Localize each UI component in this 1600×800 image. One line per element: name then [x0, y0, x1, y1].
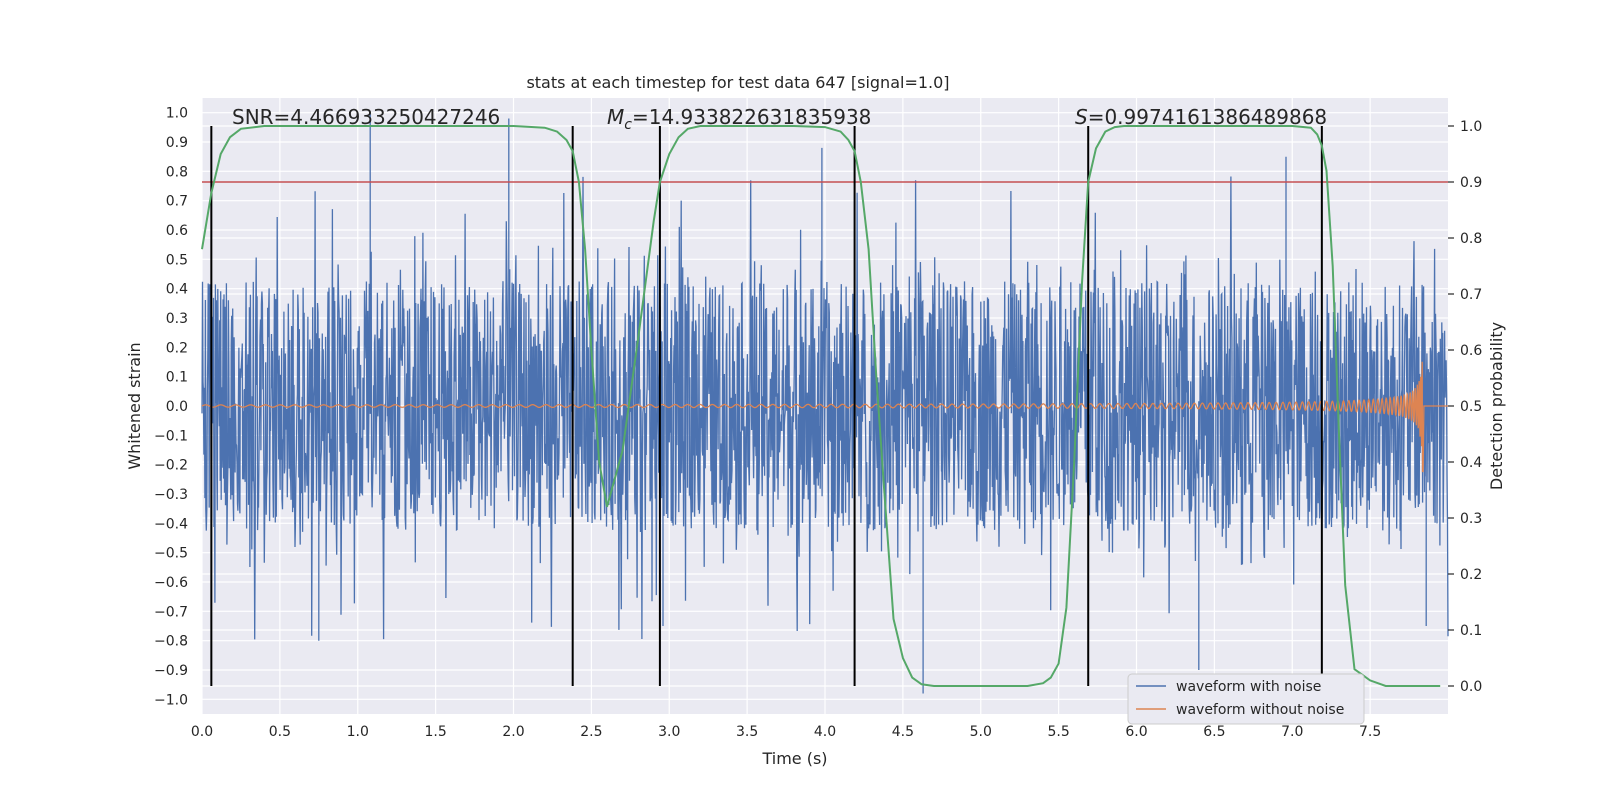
- left-y-tick-label-8: 0.2: [166, 340, 188, 356]
- x-tick-label-5: 2.5: [580, 724, 602, 740]
- x-tick-label-0: 0.0: [191, 724, 213, 740]
- right-y-tick-label-9: 0.1: [1460, 623, 1482, 639]
- left-y-tick-label-15: −0.5: [154, 546, 188, 562]
- series-waveform-without-noise: [201, 361, 1448, 473]
- snr-annotation: SNR=4.466933250427246: [232, 105, 500, 129]
- x-tick-label-11: 5.5: [1047, 724, 1069, 740]
- left-y-tick-label-0: 1.0: [166, 106, 188, 122]
- left-y-tick-label-3: 0.7: [166, 194, 188, 210]
- s-value: =0.9974161386489868: [1088, 105, 1327, 129]
- x-tick-label-8: 4.0: [814, 724, 836, 740]
- chirp-mass-annotation: Mc=14.933822631835938: [607, 105, 871, 133]
- right-y-tick-label-6: 0.4: [1460, 455, 1482, 471]
- left-y-tick-label-18: −0.8: [154, 634, 188, 650]
- x-tick-label-6: 3.0: [658, 724, 680, 740]
- x-tick-label-3: 1.5: [424, 724, 446, 740]
- chirp-mass-value: =14.933822631835938: [632, 105, 871, 129]
- left-y-tick-label-7: 0.3: [166, 311, 188, 327]
- left-y-tick-label-12: −0.2: [154, 458, 188, 474]
- waveform-with-noise-line: [201, 112, 1449, 694]
- left-y-tick-label-4: 0.6: [166, 223, 188, 239]
- right-y-tick-label-0: 1.0: [1460, 119, 1482, 135]
- chart-title: stats at each timestep for test data 647…: [526, 73, 949, 92]
- left-y-tick-label-20: −1.0: [154, 692, 188, 708]
- chirp-mass-subscript: c: [624, 117, 632, 133]
- x-tick-label-12: 6.0: [1125, 724, 1147, 740]
- legend-label-waveform-without-noise: waveform without noise: [1176, 702, 1344, 718]
- s-annotation: S=0.9974161386489868: [1075, 105, 1327, 129]
- right-y-tick-label-8: 0.2: [1460, 567, 1482, 583]
- left-y-tick-label-5: 0.5: [166, 252, 188, 268]
- left-y-tick-label-19: −0.9: [154, 663, 188, 679]
- x-tick-label-14: 7.0: [1281, 724, 1303, 740]
- left-y-tick-label-2: 0.8: [166, 164, 188, 180]
- right-y-axis-label: Detection probability: [1487, 322, 1506, 490]
- left-y-tick-label-10: 0.0: [166, 399, 188, 415]
- x-tick-label-7: 3.5: [736, 724, 758, 740]
- x-axis-label: Time (s): [761, 749, 827, 768]
- x-axis-ticks: 0.0 0.5 1.0 1.5 2.0 2.5 3.0 3.5 4.0 4.5 5.0 5.5 6.0 6…: [191, 724, 1381, 740]
- left-y-tick-label-1: 0.9: [166, 135, 188, 151]
- x-tick-label-9: 4.5: [892, 724, 914, 740]
- left-y-axis-label: Whitened strain: [125, 342, 144, 469]
- x-tick-label-2: 1.0: [347, 724, 369, 740]
- right-y-tick-label-2: 0.8: [1460, 231, 1482, 247]
- left-y-axis-ticks: 1.0 0.9 0.8 0.7 0.6 0.5 0.4 0.3 0.2 0.1 0.0 −0.1 −0.…: [154, 106, 188, 709]
- vertical-markers: [210, 126, 1323, 686]
- right-y-tick-label-7: 0.3: [1460, 511, 1482, 527]
- right-y-tick-label-4: 0.6: [1460, 343, 1482, 359]
- chirp-mass-symbol: M: [607, 105, 624, 129]
- left-y-tick-label-17: −0.7: [154, 604, 188, 620]
- left-y-tick-label-14: −0.4: [154, 516, 188, 532]
- right-y-tick-label-1: 0.9: [1460, 175, 1482, 191]
- right-y-tick-label-10: 0.0: [1460, 679, 1482, 695]
- left-y-tick-label-11: −0.1: [154, 428, 188, 444]
- legend-box: [1127, 673, 1365, 725]
- legend: waveform with noise waveform without noi…: [1127, 673, 1365, 725]
- x-tick-label-10: 5.0: [970, 724, 992, 740]
- s-symbol: S: [1075, 105, 1088, 129]
- right-y-tick-label-5: 0.5: [1460, 399, 1482, 415]
- right-y-tick-label-3: 0.7: [1460, 287, 1482, 303]
- right-y-axis-ticks: 1.0 0.9 0.8 0.7 0.6 0.5 0.4 0.3 0.2 0.1 0.0: [1448, 119, 1482, 695]
- series-detection-probability: [201, 125, 1441, 687]
- x-tick-label-15: 7.5: [1359, 724, 1381, 740]
- x-tick-label-1: 0.5: [269, 724, 291, 740]
- left-y-tick-label-6: 0.4: [166, 282, 188, 298]
- left-y-tick-label-9: 0.1: [166, 370, 188, 386]
- x-tick-label-4: 2.0: [502, 724, 524, 740]
- x-tick-label-13: 6.5: [1203, 724, 1225, 740]
- series-waveform-with-noise: [201, 112, 1449, 694]
- left-y-tick-label-16: −0.6: [154, 575, 188, 591]
- left-y-tick-label-13: −0.3: [154, 487, 188, 503]
- legend-label-waveform-with-noise: waveform with noise: [1176, 679, 1321, 695]
